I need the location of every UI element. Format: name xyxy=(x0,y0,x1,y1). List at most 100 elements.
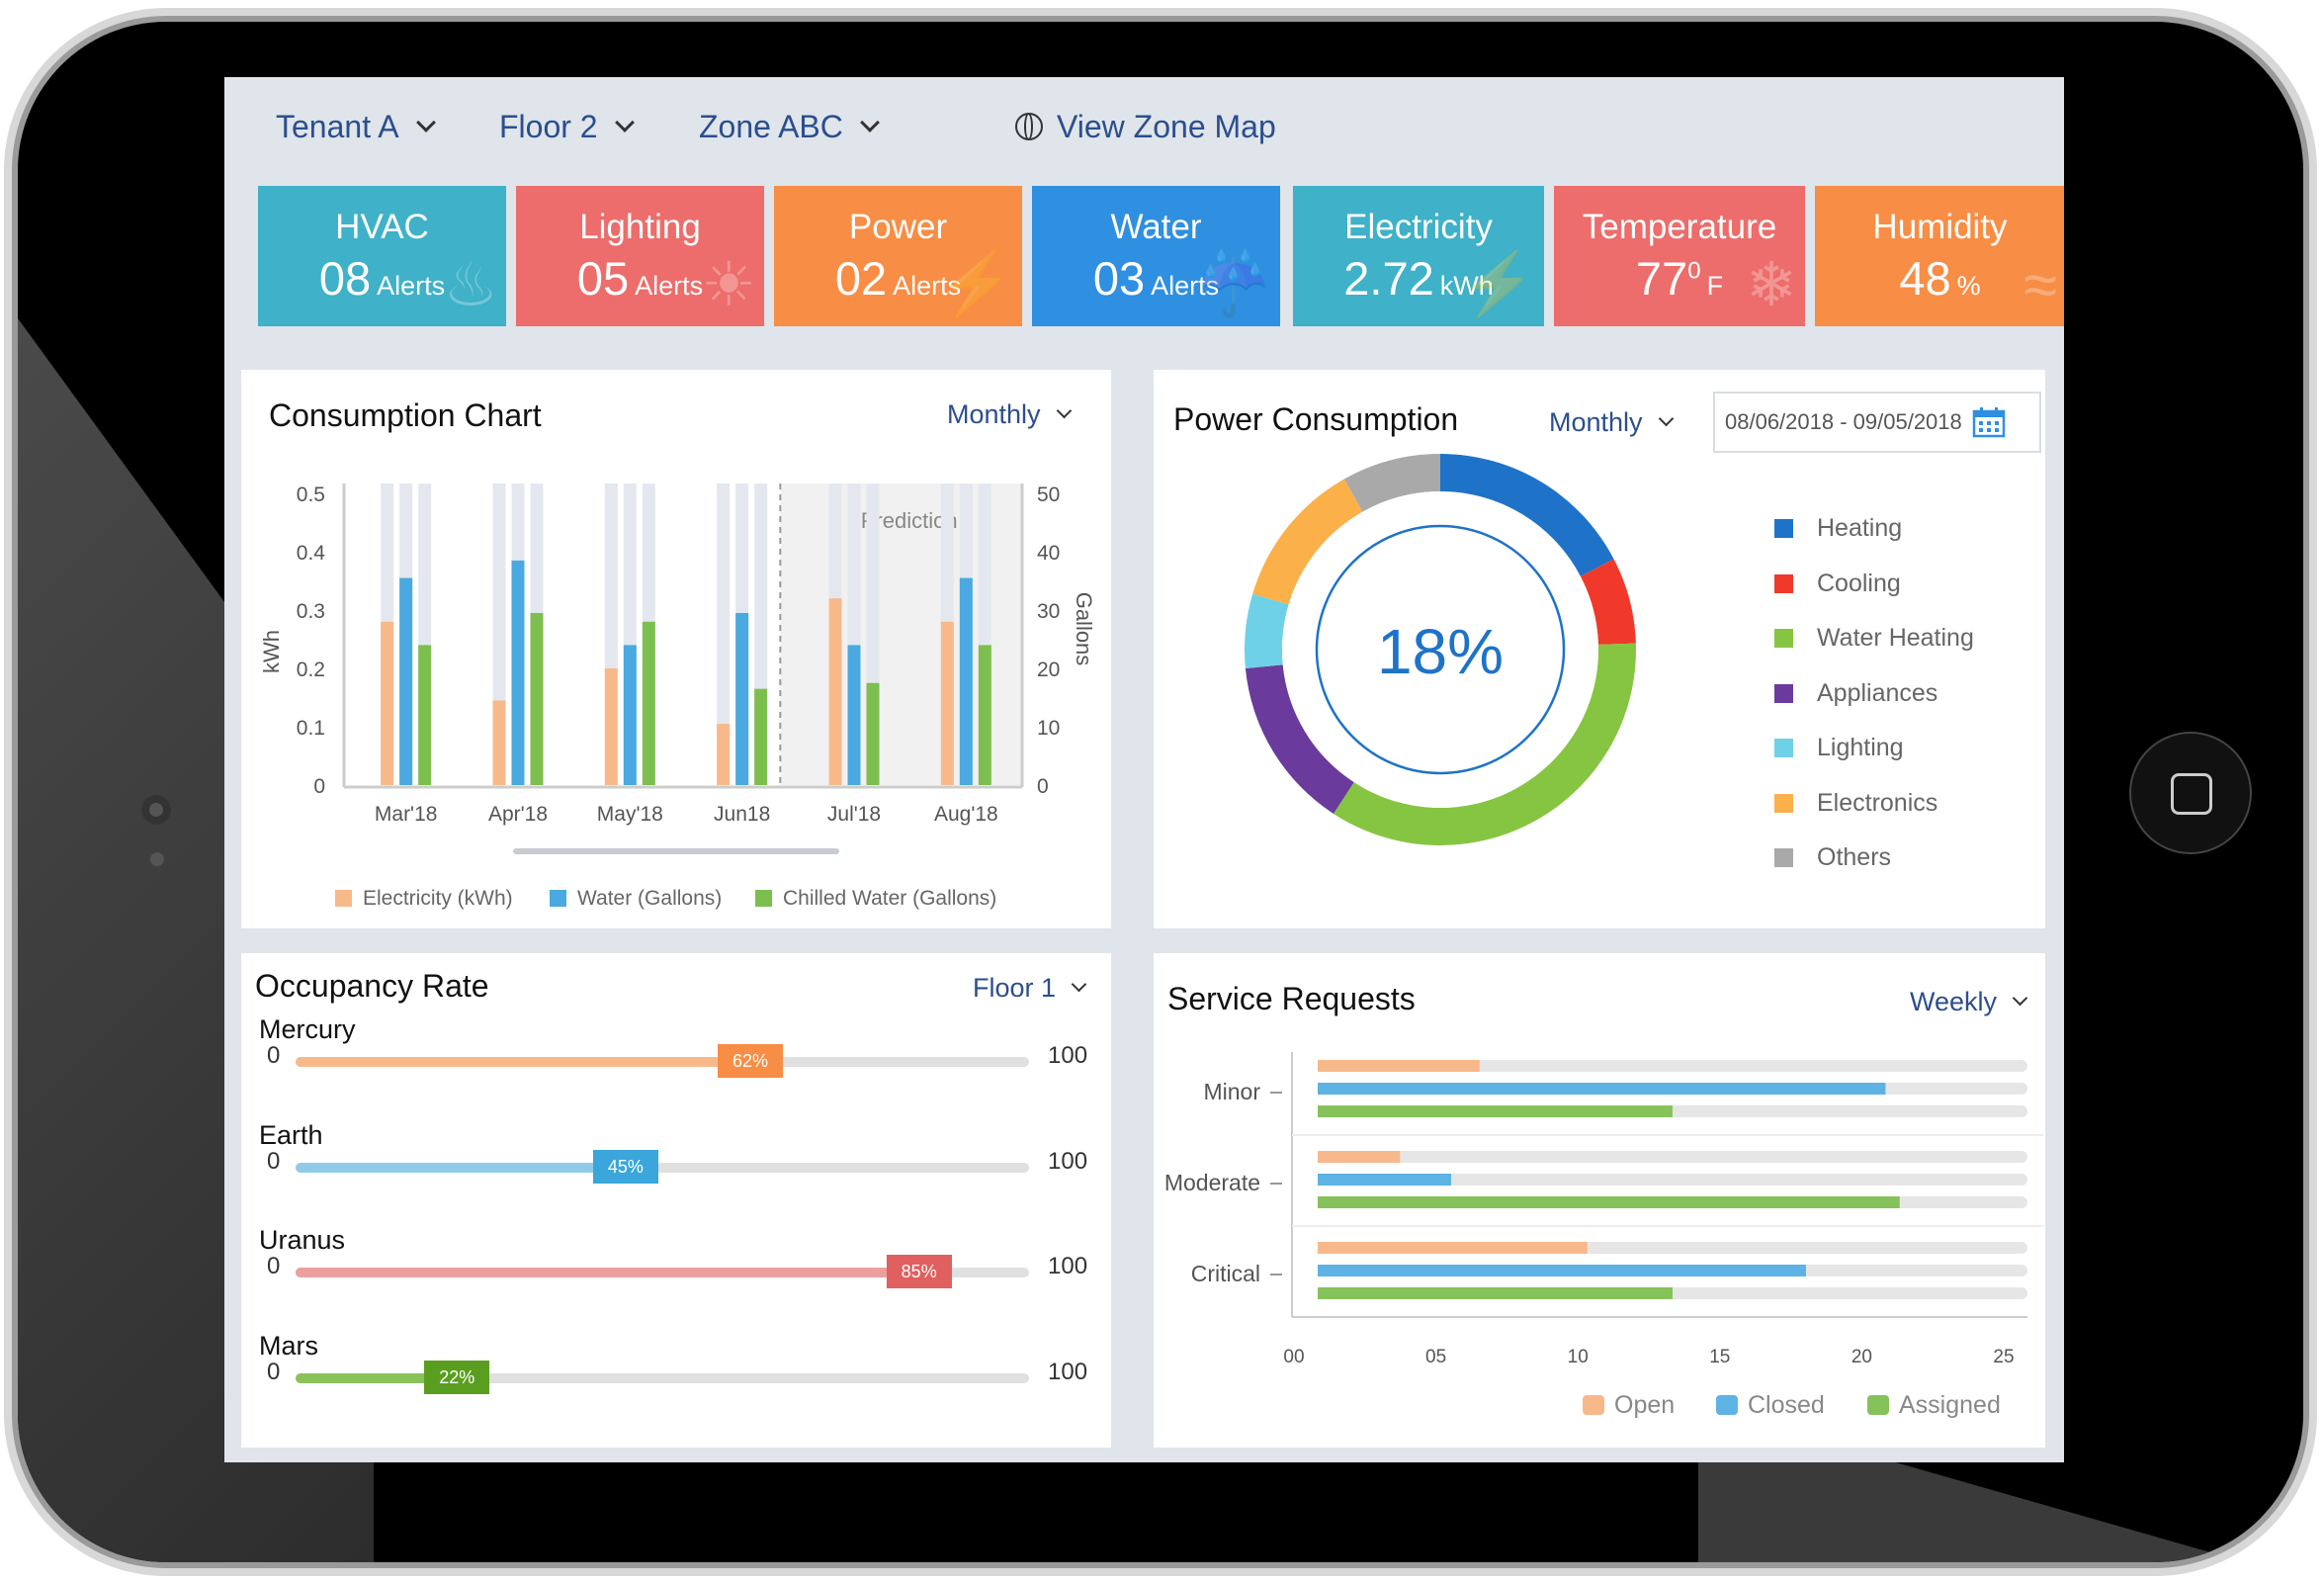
bulb-icon: ☀ xyxy=(701,251,756,319)
legend-item-electronics[interactable]: Electronics xyxy=(1774,789,1937,818)
y2-tick-label: 30 xyxy=(1037,600,1060,623)
tile-unit: Alerts xyxy=(635,271,704,301)
tile-value: 770F xyxy=(1554,251,1805,306)
category-label: Minor xyxy=(1203,1079,1260,1104)
tile-value-number: 2.72 xyxy=(1343,252,1434,305)
legend-item-water-heating[interactable]: Water Heating xyxy=(1774,624,1974,653)
occupancy-track: 62% xyxy=(296,1044,1029,1078)
bar xyxy=(381,621,394,785)
consumption-period-dropdown[interactable]: Monthly xyxy=(947,399,1072,430)
legend-label: Heating xyxy=(1817,514,1903,542)
occupancy-name: Mars xyxy=(259,1330,318,1361)
donut-center-text: 18% xyxy=(1377,616,1504,687)
y-tick-label: 0.1 xyxy=(297,717,325,740)
tile-power[interactable]: Power 02 Alerts ⚡ xyxy=(774,186,1022,326)
bar xyxy=(735,612,749,785)
occupancy-name: Earth xyxy=(259,1119,323,1150)
tile-unit: Alerts xyxy=(893,271,962,301)
occupancy-badge[interactable]: 62% xyxy=(718,1044,784,1078)
donut-slice xyxy=(1343,454,1440,512)
tile-humidity[interactable]: Humidity 48% ≈ xyxy=(1815,186,2064,326)
x-tick-label: May'18 xyxy=(597,803,663,826)
tile-unit: Alerts xyxy=(377,271,446,301)
tile-value-number: 03 xyxy=(1092,252,1146,305)
bar xyxy=(754,688,768,785)
tile-unit: F xyxy=(1706,271,1724,301)
bar xyxy=(1318,1174,1451,1186)
occupancy-badge[interactable]: 22% xyxy=(424,1360,490,1394)
consumption-chart-title: Consumption Chart xyxy=(269,397,542,433)
fire-icon: ♨ xyxy=(443,251,498,319)
tile-value-number: 48 xyxy=(1899,252,1951,305)
y2-tick-label: 10 xyxy=(1037,717,1060,740)
bar xyxy=(642,621,655,785)
dashboard-screen: Tenant A Floor 2 Zone ABC View Zone Map … xyxy=(224,77,2064,1462)
legend-item-cooling[interactable]: Cooling xyxy=(1774,570,1901,598)
bar xyxy=(1318,1196,1900,1208)
donut-slice xyxy=(1252,479,1363,605)
view-zone-map-link[interactable]: View Zone Map xyxy=(1015,107,1276,146)
tile-value-number: 77 xyxy=(1635,252,1688,305)
zone-dropdown[interactable]: Zone ABC xyxy=(699,107,880,146)
occupancy-badge[interactable]: 85% xyxy=(886,1255,952,1288)
legend-label: Chilled Water (Gallons) xyxy=(783,887,996,910)
tile-name: Power xyxy=(848,208,948,246)
camera-icon xyxy=(141,795,171,825)
service-requests-title: Service Requests xyxy=(1167,981,1416,1016)
tile-unit: Alerts xyxy=(1151,271,1220,301)
power-period-dropdown[interactable]: Monthly xyxy=(1549,407,1674,438)
service-period-dropdown[interactable]: Weekly xyxy=(1910,987,2028,1017)
chevron-down-icon xyxy=(415,113,436,132)
tile-name: HVAC xyxy=(335,208,429,246)
tile-value: 08 Alerts xyxy=(258,251,506,306)
tile-water[interactable]: Water 03 Alerts ☔ xyxy=(1032,186,1280,326)
power-consumption-card: Power Consumption Monthly 08/06/2018 - 0… xyxy=(1154,370,2045,928)
tile-value-number: 08 xyxy=(318,252,372,305)
tile-lighting[interactable]: Lighting 05 Alerts ☀ xyxy=(516,186,764,326)
x-tick-label: 15 xyxy=(1709,1347,1730,1367)
legend-item-appliances[interactable]: Appliances xyxy=(1774,679,1937,708)
tile-hvac[interactable]: HVAC 08 Alerts ♨ xyxy=(258,186,506,326)
occupancy-floor-dropdown[interactable]: Floor 1 xyxy=(973,973,1087,1004)
y-tick-label: 0.2 xyxy=(297,659,325,681)
home-button[interactable] xyxy=(2131,734,2250,852)
y-tick-label: 0.5 xyxy=(297,484,325,506)
y-axis-label: kWh xyxy=(259,630,284,673)
legend-label: Lighting xyxy=(1817,734,1904,761)
occupancy-track: 85% xyxy=(296,1255,1029,1288)
tile-temperature[interactable]: Temperature 770F ❄ xyxy=(1554,186,1805,326)
x-tick-label: Jul'18 xyxy=(827,803,881,826)
bar xyxy=(828,598,842,785)
date-range-text: 08/06/2018 - 09/05/2018 xyxy=(1725,409,1962,434)
tile-unit: % xyxy=(1956,271,1981,301)
x-tick-label: 05 xyxy=(1425,1347,1446,1367)
occupancy-max: 100 xyxy=(1048,1147,1088,1175)
floor-dropdown[interactable]: Floor 2 xyxy=(499,107,635,146)
tile-value-number: 02 xyxy=(834,252,888,305)
bar xyxy=(940,621,954,785)
calendar-icon xyxy=(1972,407,2006,438)
bar-track xyxy=(717,484,731,785)
y2-tick-label: 50 xyxy=(1037,484,1060,506)
donut-inner-ring xyxy=(1315,524,1566,775)
date-range-picker[interactable]: 08/06/2018 - 09/05/2018 xyxy=(1713,392,2041,453)
occupancy-max: 100 xyxy=(1048,1358,1088,1385)
tile-value-sup: 0 xyxy=(1687,257,1701,285)
y-tick-label: 0.4 xyxy=(297,542,326,565)
legend-item-heating[interactable]: Heating xyxy=(1774,514,1902,543)
donut-slice xyxy=(1245,664,1354,814)
x-tick-label: Aug'18 xyxy=(934,803,998,826)
bar xyxy=(1318,1083,1886,1095)
tile-electricity[interactable]: Electricity 2.72 kWh ⚡ xyxy=(1293,186,1544,326)
legend-item-lighting[interactable]: Lighting xyxy=(1774,734,1904,762)
bar xyxy=(530,612,544,785)
chevron-down-icon xyxy=(614,113,635,132)
chevron-down-icon xyxy=(859,113,880,132)
globe-icon xyxy=(1015,113,1043,140)
donut-hole xyxy=(1282,491,1598,808)
tenant-dropdown[interactable]: Tenant A xyxy=(276,107,436,146)
occupancy-badge[interactable]: 45% xyxy=(592,1149,658,1184)
legend-item-others[interactable]: Others xyxy=(1774,843,1891,872)
occupancy-fill xyxy=(296,1057,751,1067)
y2-tick-label: 20 xyxy=(1037,659,1060,681)
